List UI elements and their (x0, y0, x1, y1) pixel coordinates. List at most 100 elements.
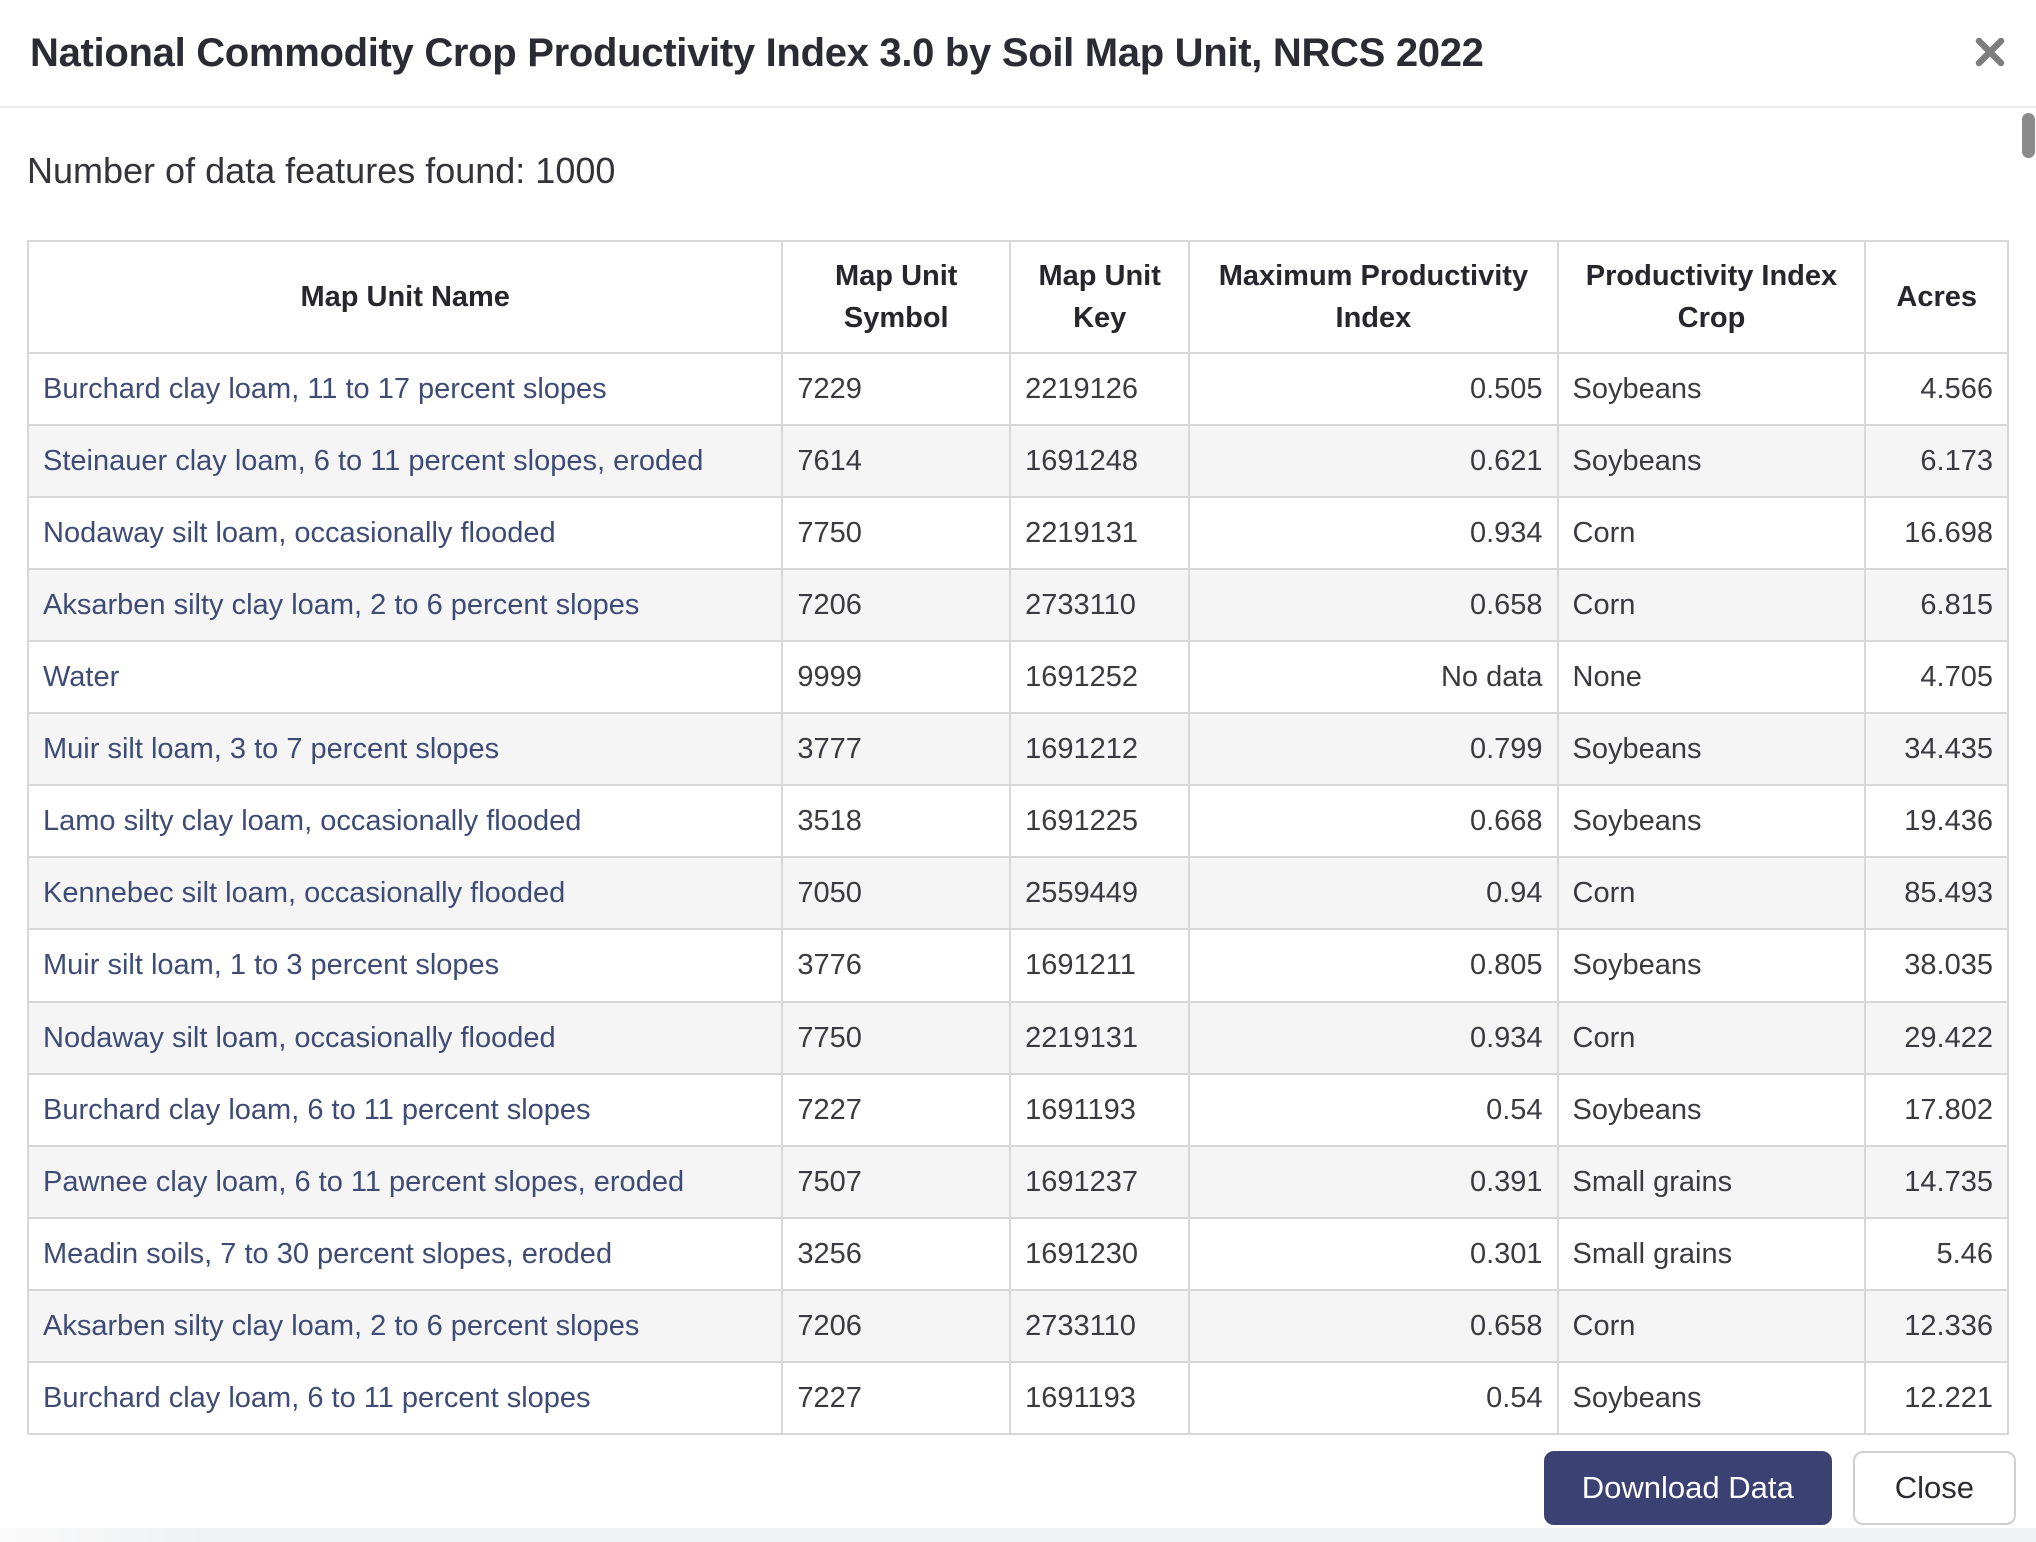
cell-acres: 19.436 (1864, 784, 2009, 859)
cell-crop: Corn (1556, 568, 1867, 643)
table-row: Muir silt loam, 3 to 7 percent slopes 377… (27, 712, 2009, 787)
cell-crop: Soybeans (1556, 1360, 1867, 1435)
cell-max-productivity-index: 0.658 (1188, 568, 1559, 643)
modal-body: Number of data features found: 1000 Map … (0, 108, 2036, 1448)
feature-count-text: Number of data features found: 1000 (27, 150, 616, 191)
map-unit-name-link[interactable]: Lamo silty clay loam, occasionally flood… (27, 784, 784, 859)
cell-crop: None (1556, 640, 1867, 715)
table-row: Burchard clay loam, 6 to 11 percent slop… (27, 1360, 2009, 1435)
close-icon (1974, 36, 2006, 71)
map-unit-name-link[interactable]: Steinauer clay loam, 6 to 11 percent slo… (27, 424, 784, 499)
cell-key: 2559449 (1009, 856, 1191, 931)
cell-key: 2219131 (1009, 496, 1191, 571)
cell-acres: 85.493 (1864, 856, 2009, 931)
cell-symbol: 7227 (781, 1072, 1012, 1147)
cell-acres: 12.336 (1864, 1288, 2009, 1363)
modal-title: National Commodity Crop Productivity Ind… (30, 30, 1484, 75)
cell-crop: Soybeans (1556, 712, 1867, 787)
cell-symbol: 7507 (781, 1144, 1012, 1219)
cell-acres: 14.735 (1864, 1144, 2009, 1219)
map-unit-name-link[interactable]: Nodaway silt loam, occasionally flooded (27, 1000, 784, 1075)
cell-max-productivity-index: 0.54 (1188, 1072, 1559, 1147)
cell-crop: Soybeans (1556, 424, 1867, 499)
cell-acres: 38.035 (1864, 928, 2009, 1003)
table-row: Lamo silty clay loam, occasionally flood… (27, 784, 2009, 859)
cell-max-productivity-index: 0.668 (1188, 784, 1559, 859)
table-row: Aksarben silty clay loam, 2 to 6 percent… (27, 1288, 2009, 1363)
column-header-map-unit-symbol: Map Unit Symbol (781, 240, 1012, 355)
cell-key: 1691252 (1009, 640, 1191, 715)
cell-acres: 4.566 (1864, 352, 2009, 427)
scrollbar-thumb[interactable] (2022, 113, 2035, 158)
cell-acres: 17.802 (1864, 1072, 2009, 1147)
cell-key: 2733110 (1009, 568, 1191, 643)
cell-symbol: 7206 (781, 568, 1012, 643)
cell-symbol: 7614 (781, 424, 1012, 499)
map-unit-name-link[interactable]: Aksarben silty clay loam, 2 to 6 percent… (27, 568, 784, 643)
table-row: Burchard clay loam, 11 to 17 percent slo… (27, 352, 2009, 427)
modal-header: National Commodity Crop Productivity Ind… (0, 0, 2036, 108)
download-data-button[interactable]: Download Data (1543, 1451, 1832, 1525)
cell-acres: 12.221 (1864, 1360, 2009, 1435)
map-unit-name-link[interactable]: Aksarben silty clay loam, 2 to 6 percent… (27, 1288, 784, 1363)
table-row: Nodaway silt loam, occasionally flooded 7… (27, 496, 2009, 571)
map-unit-name-link[interactable]: Burchard clay loam, 6 to 11 percent slop… (27, 1072, 784, 1147)
map-unit-name-link[interactable]: Muir silt loam, 1 to 3 percent slopes (27, 928, 784, 1003)
cell-max-productivity-index: 0.391 (1188, 1144, 1559, 1219)
table-row: Nodaway silt loam, occasionally flooded 7… (27, 1000, 2009, 1075)
cell-key: 1691230 (1009, 1216, 1191, 1291)
soil-map-unit-table: Map Unit Name Map Unit Symbol Map Unit Key… (27, 240, 2009, 1435)
cell-max-productivity-index: 0.94 (1188, 856, 1559, 931)
cell-symbol: 9999 (781, 640, 1012, 715)
map-unit-name-link[interactable]: Nodaway silt loam, occasionally flooded (27, 496, 784, 571)
column-header-maximum-productivity-index: Maximum Productivity Index (1188, 240, 1559, 355)
cell-acres: 6.173 (1864, 424, 2009, 499)
cell-acres: 6.815 (1864, 568, 2009, 643)
table-header: Map Unit Name Map Unit Symbol Map Unit Key… (27, 240, 2009, 355)
cell-max-productivity-index: 0.621 (1188, 424, 1559, 499)
table-row: Kennebec silt loam, occasionally flooded… (27, 856, 2009, 931)
cell-crop: Corn (1556, 1288, 1867, 1363)
cell-crop: Soybeans (1556, 352, 1867, 427)
cell-symbol: 7229 (781, 352, 1012, 427)
cell-key: 1691211 (1009, 928, 1191, 1003)
cell-acres: 5.46 (1864, 1216, 2009, 1291)
cell-symbol: 3777 (781, 712, 1012, 787)
cell-max-productivity-index: 0.799 (1188, 712, 1559, 787)
cell-symbol: 7750 (781, 1000, 1012, 1075)
close-button[interactable] (1968, 31, 2012, 75)
map-unit-name-link[interactable]: Muir silt loam, 3 to 7 percent slopes (27, 712, 784, 787)
map-unit-name-link[interactable]: Kennebec silt loam, occasionally flooded (27, 856, 784, 931)
cell-symbol: 7050 (781, 856, 1012, 931)
table-row: Burchard clay loam, 6 to 11 percent slop… (27, 1072, 2009, 1147)
cell-key: 1691212 (1009, 712, 1191, 787)
data-table-container: Map Unit Name Map Unit Symbol Map Unit Key… (27, 240, 2009, 1435)
modal-bottom-edge (0, 1528, 2036, 1542)
cell-crop: Corn (1556, 856, 1867, 931)
cell-max-productivity-index: 0.934 (1188, 1000, 1559, 1075)
map-unit-name-link[interactable]: Meadin soils, 7 to 30 percent slopes, er… (27, 1216, 784, 1291)
cell-symbol: 7227 (781, 1360, 1012, 1435)
cell-symbol: 7750 (781, 496, 1012, 571)
close-dialog-button[interactable]: Close (1852, 1451, 2016, 1525)
cell-crop: Small grains (1556, 1144, 1867, 1219)
cell-acres: 29.422 (1864, 1000, 2009, 1075)
map-unit-name-link[interactable]: Burchard clay loam, 6 to 11 percent slop… (27, 1360, 784, 1435)
table-header-row: Map Unit Name Map Unit Symbol Map Unit Key… (27, 240, 2009, 355)
table-body: Burchard clay loam, 11 to 17 percent slo… (27, 352, 2009, 1435)
map-unit-name-link[interactable]: Pawnee clay loam, 6 to 11 percent slopes… (27, 1144, 784, 1219)
cell-crop: Soybeans (1556, 928, 1867, 1003)
modal-footer: Download Data Close (0, 1448, 2036, 1528)
table-row: Water 9999 1691252 No data None 4.705 (27, 640, 2009, 715)
cell-max-productivity-index: 0.301 (1188, 1216, 1559, 1291)
table-row: Muir silt loam, 1 to 3 percent slopes 377… (27, 928, 2009, 1003)
cell-key: 1691237 (1009, 1144, 1191, 1219)
map-unit-name-link[interactable]: Water (27, 640, 784, 715)
cell-max-productivity-index: 0.505 (1188, 352, 1559, 427)
column-header-map-unit-key: Map Unit Key (1009, 240, 1191, 355)
cell-max-productivity-index: 0.934 (1188, 496, 1559, 571)
map-unit-name-link[interactable]: Burchard clay loam, 11 to 17 percent slo… (27, 352, 784, 427)
cell-key: 2219126 (1009, 352, 1191, 427)
column-header-productivity-index-crop: Productivity Index Crop (1556, 240, 1867, 355)
